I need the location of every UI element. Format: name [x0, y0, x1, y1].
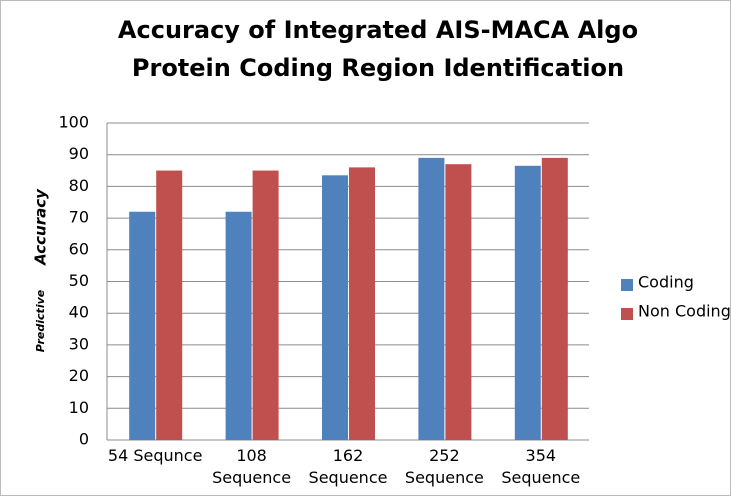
bar	[252, 170, 279, 441]
chart-title: Protein Coding Region Identification	[132, 54, 624, 82]
y-tick-label: 70	[69, 208, 89, 227]
y-tick-label: 80	[69, 176, 89, 195]
x-tick-label: 354 Sequence	[501, 446, 581, 487]
bar	[322, 175, 348, 440]
y-tick-label: 90	[69, 144, 89, 163]
bar	[129, 211, 156, 440]
x-tick-label: 162 Sequence	[308, 446, 388, 487]
y-tick-label: 10	[69, 398, 89, 417]
bar	[514, 165, 541, 441]
legend-swatch	[621, 308, 633, 320]
y-tick-label: 50	[69, 271, 89, 290]
chart-title: Accuracy of Integrated AIS-MACA Algo	[118, 16, 638, 44]
legend-label: Non Coding	[638, 302, 731, 321]
legend-label: Coding	[638, 273, 694, 292]
x-tick-label: 252 Sequence	[404, 446, 484, 487]
y-axis-label: Accuracy	[32, 188, 50, 266]
bar	[156, 170, 183, 441]
y-tick-label: 20	[69, 366, 89, 385]
y-tick-label: 100	[58, 113, 89, 132]
x-tick-label: 108 Sequence	[212, 446, 292, 487]
y-tick-label: 60	[69, 239, 89, 258]
bar	[541, 157, 568, 440]
y-axis-label: Predictive	[34, 289, 47, 352]
x-tick-label: 54 Sequnce	[107, 446, 203, 465]
legend-swatch	[621, 279, 633, 291]
y-tick-label: 30	[69, 334, 89, 353]
y-tick-label: 40	[69, 303, 89, 322]
bar	[445, 164, 472, 440]
bar	[349, 167, 375, 440]
y-tick-label: 0	[79, 430, 89, 449]
bar	[225, 211, 252, 440]
bar	[418, 157, 445, 440]
